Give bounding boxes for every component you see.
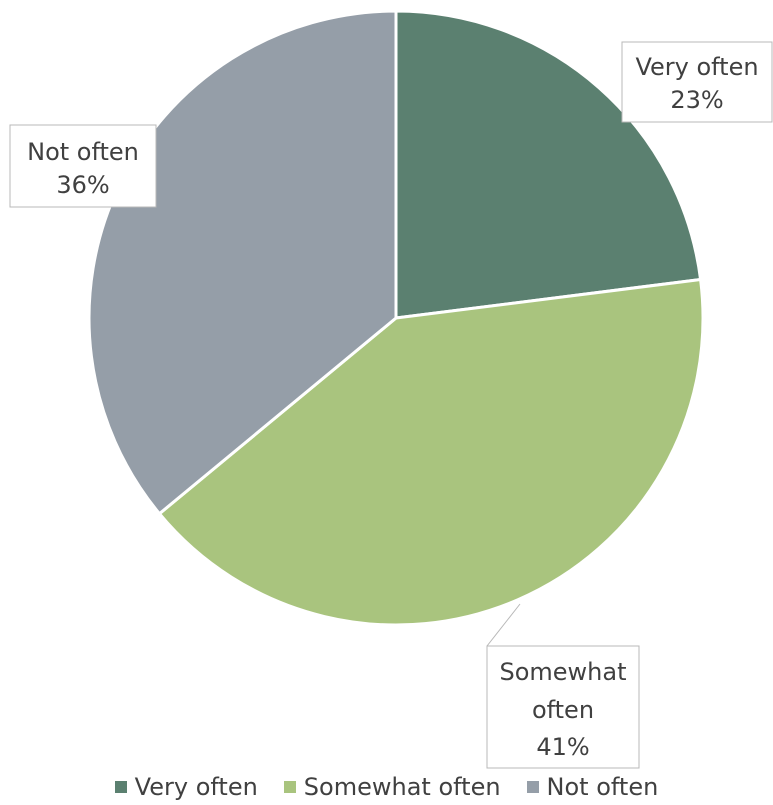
legend-item-not-often: Not often xyxy=(526,772,659,801)
data-label-not-often-category: Not often xyxy=(27,138,139,166)
data-label-very-often-category: Very often xyxy=(635,53,758,81)
data-label-not-often: Not often 36% xyxy=(9,124,157,208)
data-label-very-often-value: 23% xyxy=(670,86,723,114)
pie-chart: Very often 23% Somewhat often 41% Not of… xyxy=(9,9,773,769)
legend-item-very-often: Very often xyxy=(114,772,258,801)
data-label-not-often-value: 36% xyxy=(56,171,109,199)
data-label-somewhat-often: Somewhat often 41% xyxy=(486,645,640,769)
legend-label-very-often: Very often xyxy=(134,772,258,801)
leader-lines xyxy=(486,603,521,647)
legend-swatch-somewhat-often xyxy=(283,780,296,793)
leader-line-somewhat-often xyxy=(486,603,521,647)
pie-slices xyxy=(87,9,705,627)
legend-label-not-often: Not often xyxy=(546,772,659,801)
data-label-somewhat-often-category-line1: Somewhat xyxy=(499,658,626,686)
data-label-somewhat-often-category-line2: often xyxy=(532,696,594,724)
data-label-very-often: Very often 23% xyxy=(621,41,773,123)
data-label-somewhat-often-value: 41% xyxy=(536,733,589,761)
pie-slice-somewhat-often xyxy=(157,277,705,627)
legend-label-somewhat-often: Somewhat often xyxy=(303,772,501,801)
pie-slice-very-often xyxy=(394,9,703,320)
legend-swatch-very-often xyxy=(114,780,127,793)
legend: Very often Somewhat often Not often xyxy=(0,768,773,805)
legend-swatch-not-often xyxy=(526,780,539,793)
legend-item-somewhat-often: Somewhat often xyxy=(283,772,501,801)
